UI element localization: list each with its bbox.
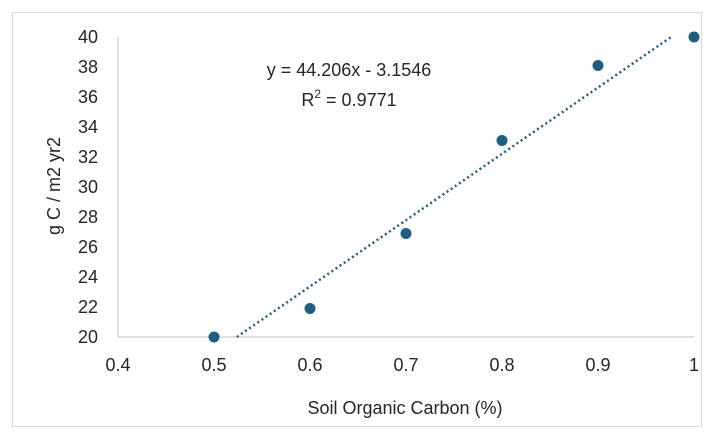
- data-point: [208, 331, 220, 343]
- x-tick-label: 0.7: [393, 355, 418, 375]
- y-tick-label: 30: [78, 177, 98, 197]
- x-tick-labels: 0.4 0.5 0.6 0.7 0.8 0.9 1: [105, 355, 699, 375]
- y-tick-label: 26: [78, 237, 98, 257]
- r-squared-label: R2 = 0.9771: [301, 87, 396, 110]
- y-tick-labels: 20 22 24 26 28 30 32 34 36 38 40: [78, 27, 98, 347]
- y-tick-label: 24: [78, 267, 98, 287]
- x-axis-title: Soil Organic Carbon (%): [307, 398, 502, 418]
- x-tick-label: 0.5: [201, 355, 226, 375]
- y-tick-label: 22: [78, 297, 98, 317]
- x-tick-label: 0.4: [105, 355, 130, 375]
- trendline: [236, 35, 672, 339]
- y-tick-label: 28: [78, 207, 98, 227]
- r-squared-exponent: 2: [314, 87, 321, 101]
- x-tick-label: 0.8: [489, 355, 514, 375]
- chart-area: [12, 12, 702, 427]
- data-point: [688, 31, 700, 43]
- r-squared-symbol: R: [301, 90, 314, 110]
- data-point: [496, 135, 508, 146]
- y-tick-label: 20: [78, 327, 98, 347]
- trendline-group: [236, 35, 672, 339]
- axes: [117, 37, 694, 338]
- r-squared-value: = 0.9771: [321, 90, 397, 110]
- x-tick-label: 0.6: [297, 355, 322, 375]
- y-tick-label: 36: [78, 87, 98, 107]
- y-axis-title: g C / m2 yr2: [44, 137, 64, 235]
- y-tick-label: 34: [78, 117, 98, 137]
- data-points: [208, 31, 700, 343]
- y-tick-label: 38: [78, 57, 98, 77]
- x-tick-label: 1: [689, 355, 699, 375]
- data-point: [400, 228, 412, 239]
- x-tick-label: 0.9: [585, 355, 610, 375]
- trendline-equation: y = 44.206x - 3.1546: [267, 60, 432, 80]
- data-point: [592, 60, 604, 71]
- y-tick-label: 32: [78, 147, 98, 167]
- data-point: [304, 303, 316, 314]
- y-tick-label: 40: [78, 27, 98, 47]
